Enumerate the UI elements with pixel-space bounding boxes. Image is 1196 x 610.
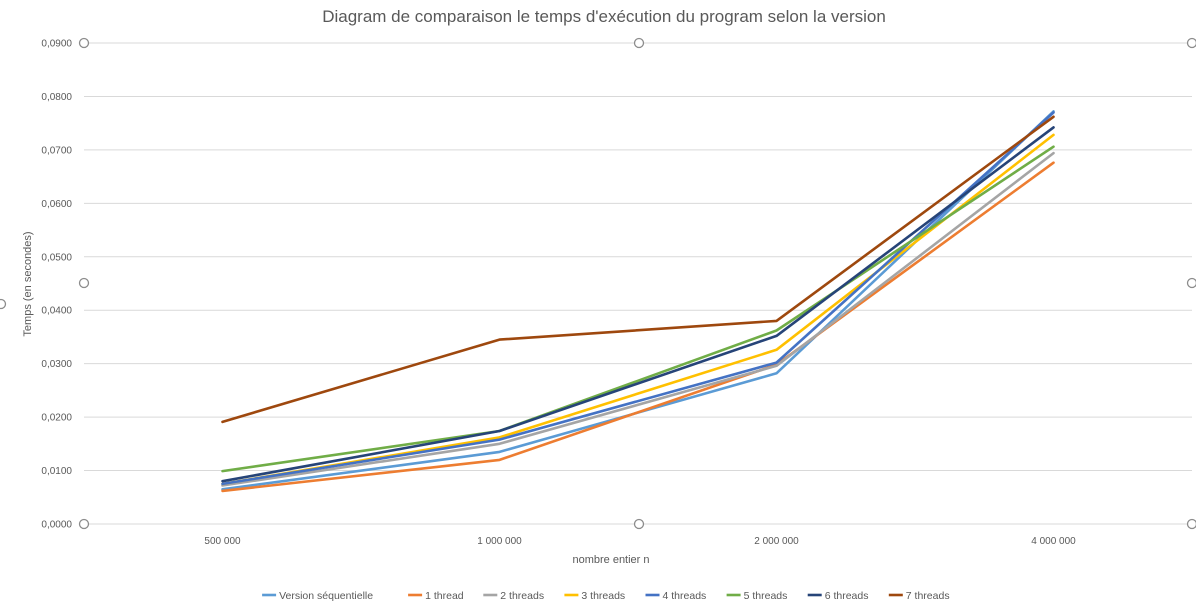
resize-handle[interactable] [0, 298, 7, 310]
y-tick-label: 0,0000 [41, 520, 72, 531]
series-line [221, 151, 1055, 487]
series-lines [221, 110, 1055, 493]
gridlines [84, 42, 1192, 525]
chart-title: Diagram de comparaison le temps d'exécut… [322, 7, 886, 26]
resize-handle[interactable] [78, 277, 90, 289]
resize-handle[interactable] [633, 37, 645, 49]
series-line [221, 111, 1055, 486]
x-axis-ticks: 500 000 1 000 000 2 000 000 4 000 000 [204, 536, 1076, 547]
legend-label: 2 threads [500, 590, 544, 602]
legend-label: 1 thread [425, 590, 464, 602]
x-tick-label: 1 000 000 [477, 536, 522, 547]
legend-label: 3 threads [581, 590, 625, 602]
selection-handles[interactable] [0, 37, 1196, 530]
y-tick-label: 0,0600 [41, 199, 72, 210]
x-axis-label: nombre entier n [572, 554, 649, 566]
series-line [221, 110, 1055, 491]
y-tick-label: 0,0900 [41, 39, 72, 50]
y-tick-label: 0,0100 [41, 466, 72, 477]
y-tick-label: 0,0800 [41, 92, 72, 103]
legend-label: 4 threads [663, 590, 707, 602]
x-tick-label: 4 000 000 [1031, 536, 1076, 547]
y-tick-label: 0,0300 [41, 359, 72, 370]
legend-label: Version séquentielle [279, 590, 373, 602]
series-line [221, 145, 1055, 473]
resize-handle[interactable] [1186, 518, 1196, 530]
legend-label: 7 threads [906, 590, 950, 602]
resize-handle[interactable] [1186, 277, 1196, 289]
x-tick-label: 500 000 [204, 536, 241, 547]
y-tick-label: 0,0200 [41, 413, 72, 424]
chart-legend: Version séquentielle 1 thread 2 threads 3 t… [262, 590, 950, 602]
legend-label: 6 threads [825, 590, 869, 602]
y-axis-ticks: 0,0000 0,0100 0,0200 0,0300 0,0400 0,0500 0,06… [41, 39, 72, 531]
y-tick-label: 0,0500 [41, 252, 72, 263]
legend-label: 5 threads [744, 590, 788, 602]
series-line [221, 115, 1055, 424]
resize-handle[interactable] [78, 37, 90, 49]
series-line [221, 126, 1055, 483]
resize-handle[interactable] [633, 518, 645, 530]
y-axis-label: Temps (en secondes) [22, 231, 34, 336]
series-line [221, 133, 1055, 486]
resize-handle[interactable] [1186, 37, 1196, 49]
resize-handle[interactable] [78, 518, 90, 530]
series-line [221, 161, 1055, 493]
x-tick-label: 2 000 000 [754, 536, 799, 547]
y-tick-label: 0,0700 [41, 145, 72, 156]
y-tick-label: 0,0400 [41, 306, 72, 317]
